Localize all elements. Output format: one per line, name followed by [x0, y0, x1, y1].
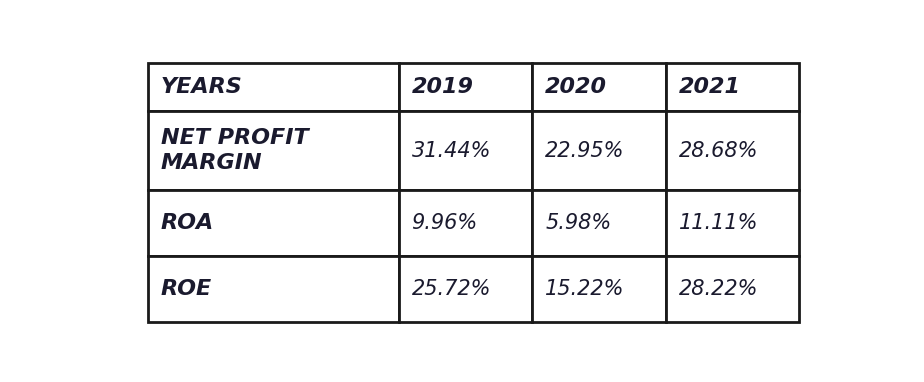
Bar [532, 112, 666, 190]
Text: 2020: 2020 [545, 78, 607, 97]
Bar [148, 256, 398, 322]
Text: NET PROFIT
MARGIN: NET PROFIT MARGIN [161, 128, 309, 173]
Text: 2019: 2019 [411, 78, 473, 97]
Bar [666, 63, 799, 112]
Text: 22.95%: 22.95% [545, 141, 625, 161]
Bar [666, 190, 799, 256]
Text: 9.96%: 9.96% [411, 213, 478, 233]
Bar [666, 256, 799, 322]
Bar [532, 190, 666, 256]
Bar [148, 63, 398, 112]
Text: 11.11%: 11.11% [678, 213, 759, 233]
Text: 31.44%: 31.44% [411, 141, 491, 161]
Bar [398, 190, 532, 256]
Bar [398, 63, 532, 112]
Bar [148, 112, 398, 190]
Text: ROA: ROA [161, 213, 213, 233]
Text: ROE: ROE [161, 279, 212, 299]
Text: YEARS: YEARS [161, 78, 242, 97]
Bar [532, 256, 666, 322]
Text: 5.98%: 5.98% [545, 213, 612, 233]
Text: 15.22%: 15.22% [545, 279, 625, 299]
Text: 28.68%: 28.68% [678, 141, 759, 161]
Text: 2021: 2021 [678, 78, 741, 97]
Bar [398, 112, 532, 190]
Text: 25.72%: 25.72% [411, 279, 491, 299]
Bar [398, 256, 532, 322]
Bar [148, 190, 398, 256]
Bar [666, 112, 799, 190]
Text: 28.22%: 28.22% [678, 279, 759, 299]
Bar [532, 63, 666, 112]
